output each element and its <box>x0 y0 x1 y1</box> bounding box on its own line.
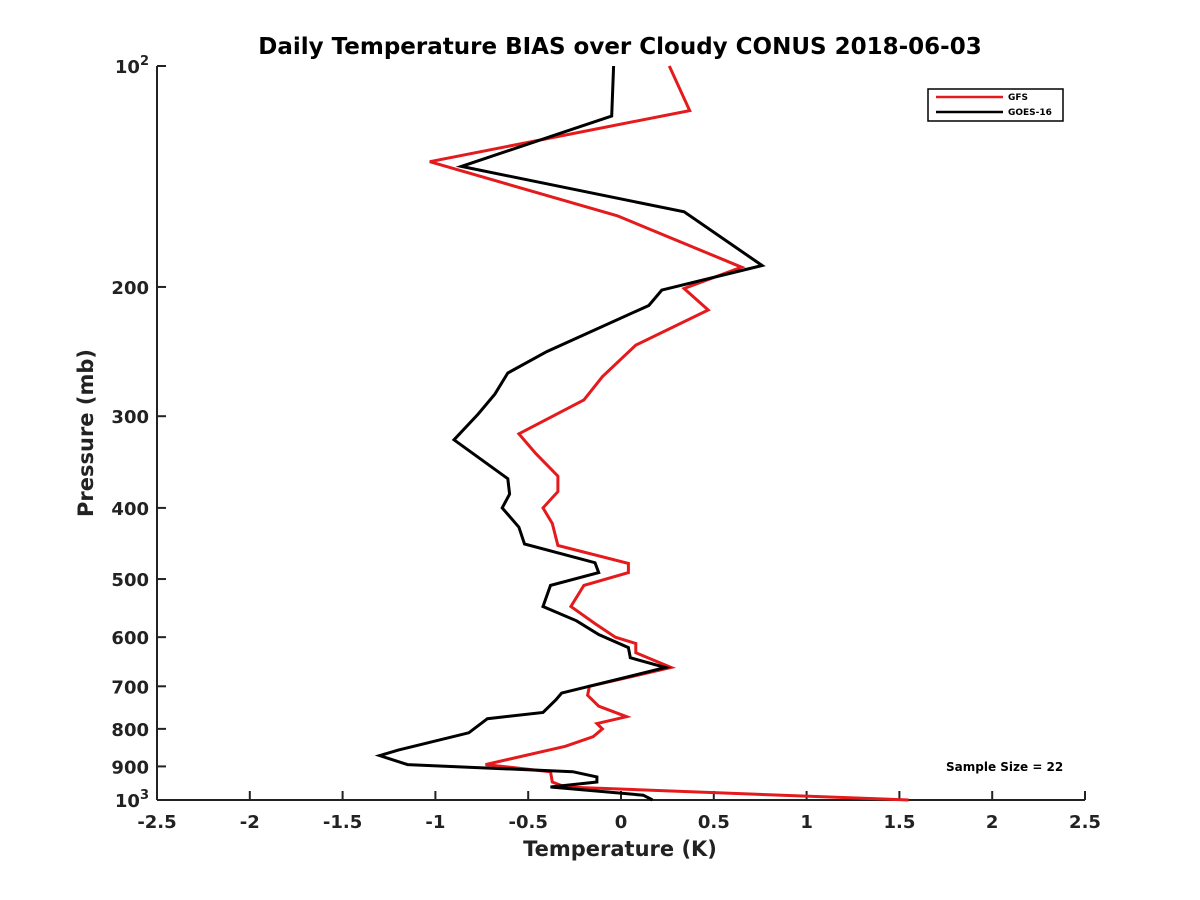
legend-box <box>927 88 1064 122</box>
x-tick-label: -0.5 <box>509 812 548 833</box>
y-tick-label: 103 <box>115 788 149 812</box>
x-tick-label: 2.5 <box>1069 812 1101 833</box>
x-tick-label: 0.5 <box>698 812 730 833</box>
y-tick-label: 900 <box>111 757 149 778</box>
y-axis-label: Pressure (mb) <box>74 349 98 517</box>
y-tick-label: 500 <box>111 570 149 591</box>
y-tick-label: 400 <box>111 499 149 520</box>
x-tick-label: 1 <box>800 812 813 833</box>
y-tick-label: 200 <box>111 278 149 299</box>
x-tick-label: -2 <box>240 812 260 833</box>
legend: GFS GOES-16 <box>927 88 1064 122</box>
y-tick-label: 600 <box>111 628 149 649</box>
x-tick-label: -1.5 <box>323 812 362 833</box>
series-line-gfs <box>429 65 909 802</box>
axes: -2.5 -2 -1.5 -1 -0.5 0 0.5 1 1.5 2 2.5 102 200 300 400… <box>111 54 1101 833</box>
x-tick-label: -1 <box>425 812 445 833</box>
sample-size-annotation: Sample Size = 22 <box>946 760 1063 774</box>
x-tick-label: -2.5 <box>137 812 176 833</box>
series-layer <box>374 65 909 802</box>
y-tick-label: 700 <box>111 677 149 698</box>
y-tick-label: 300 <box>111 407 149 428</box>
x-axis-label: Temperature (K) <box>523 837 717 861</box>
y-tick-label: 800 <box>111 720 149 741</box>
x-tick-label: 1.5 <box>883 812 915 833</box>
chart-title: Daily Temperature BIAS over Cloudy CONUS… <box>258 34 981 60</box>
series-line-goes-16 <box>374 65 766 802</box>
x-tick-label: 2 <box>986 812 999 833</box>
y-tick-label: 102 <box>115 54 149 78</box>
x-tick-label: 0 <box>615 812 628 833</box>
legend-label-goes16: GOES-16 <box>1008 108 1052 118</box>
legend-label-gfs: GFS <box>1008 93 1028 103</box>
